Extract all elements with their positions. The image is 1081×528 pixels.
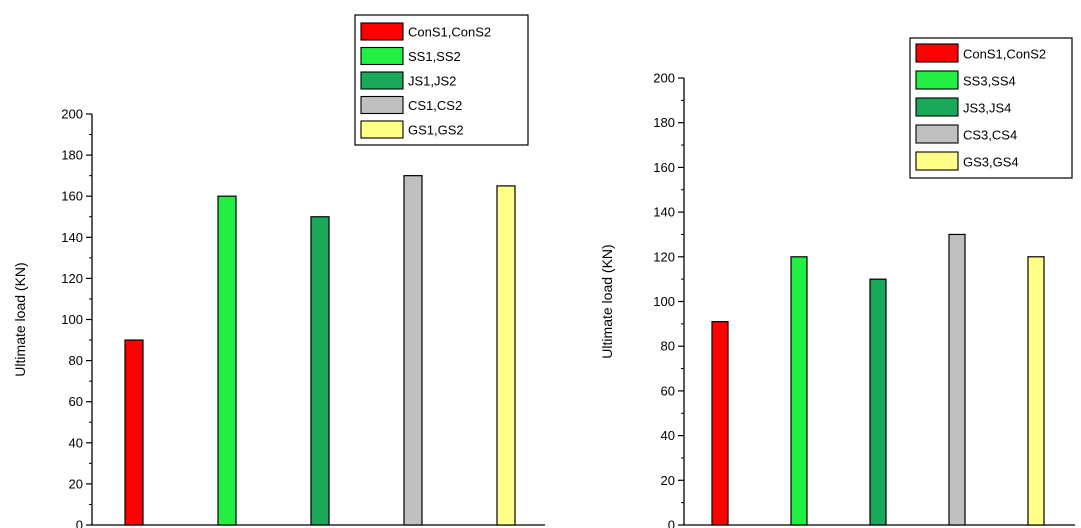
chart-left: 0 20 40 60 80 100 120 140 160 180 200 Ultimate load… bbox=[12, 14, 545, 528]
y-tick-label: 140 bbox=[653, 205, 675, 220]
legend-swatch bbox=[915, 43, 959, 63]
legend-swatch bbox=[915, 97, 959, 117]
legend-label: CS1,CS2 bbox=[408, 98, 462, 113]
y-tick-label: 140 bbox=[61, 230, 83, 245]
y-axis-title: Ultimate load (KN) bbox=[12, 262, 28, 376]
bar bbox=[496, 185, 516, 526]
legend-swatch bbox=[915, 124, 959, 144]
y-tick-label: 200 bbox=[61, 107, 83, 122]
y-tick-label: 180 bbox=[61, 148, 83, 163]
legend-label: ConS1,ConS2 bbox=[408, 25, 491, 40]
y-tick-label: 180 bbox=[653, 115, 675, 130]
y-tick-label: 40 bbox=[69, 435, 83, 450]
y-tick-label: 120 bbox=[653, 249, 675, 264]
legend-swatch bbox=[915, 151, 959, 171]
y-tick-label: 0 bbox=[76, 518, 83, 528]
legend-label: GS3,GS4 bbox=[963, 155, 1019, 170]
y-tick-label: 100 bbox=[653, 294, 675, 309]
y-tick-label: 80 bbox=[69, 353, 83, 368]
bar bbox=[869, 278, 887, 526]
y-tick-label: 200 bbox=[653, 71, 675, 86]
legend-label: JS1,JS2 bbox=[408, 74, 456, 89]
legend-label: CS3,CS4 bbox=[963, 128, 1017, 143]
bar bbox=[403, 175, 423, 526]
y-tick-label: 20 bbox=[69, 476, 83, 491]
y-tick-label: 60 bbox=[661, 383, 675, 398]
bar bbox=[310, 216, 330, 526]
bar bbox=[948, 233, 966, 526]
legend-label: ConS1,ConS2 bbox=[963, 47, 1046, 62]
bar bbox=[711, 321, 729, 526]
y-tick-label: 80 bbox=[661, 339, 675, 354]
legend-label: JS3,JS4 bbox=[963, 101, 1011, 116]
y-tick-label: 40 bbox=[661, 428, 675, 443]
y-axis-title: Ultimate load (KN) bbox=[599, 244, 615, 358]
y-tick-label: 160 bbox=[653, 160, 675, 175]
legend-swatch bbox=[360, 95, 404, 115]
legend-swatch bbox=[360, 71, 404, 90]
chart-right: 0 20 40 60 80 100 120 140 160 180 200 Ultimate load… bbox=[599, 37, 1075, 528]
y-tick-label: 160 bbox=[61, 189, 83, 204]
legend-swatch bbox=[915, 70, 959, 90]
bar bbox=[790, 256, 808, 526]
y-tick-label: 100 bbox=[61, 312, 83, 327]
bar bbox=[1027, 256, 1045, 526]
legend-swatch bbox=[360, 120, 404, 139]
legend-label: GS1,GS2 bbox=[408, 123, 464, 138]
y-tick-label: 0 bbox=[668, 518, 675, 528]
legend-label: SS3,SS4 bbox=[963, 74, 1016, 89]
y-tick-label: 20 bbox=[661, 473, 675, 488]
bar bbox=[217, 195, 237, 526]
legend-label: SS1,SS2 bbox=[408, 49, 461, 64]
y-tick-label: 120 bbox=[61, 271, 83, 286]
legend-swatch bbox=[360, 22, 404, 41]
y-tick-label: 60 bbox=[69, 394, 83, 409]
legend-swatch bbox=[360, 46, 404, 66]
bar bbox=[124, 339, 144, 526]
